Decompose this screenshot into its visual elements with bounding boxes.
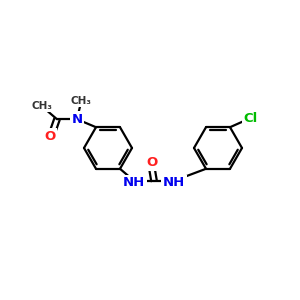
Text: O: O: [146, 156, 158, 169]
Text: Cl: Cl: [244, 112, 258, 125]
Text: N: N: [71, 113, 82, 126]
Text: CH₃: CH₃: [32, 101, 52, 111]
Text: NH: NH: [163, 176, 185, 189]
Text: CH₃: CH₃: [70, 96, 92, 106]
Text: O: O: [44, 130, 56, 143]
Text: NH: NH: [123, 176, 145, 189]
